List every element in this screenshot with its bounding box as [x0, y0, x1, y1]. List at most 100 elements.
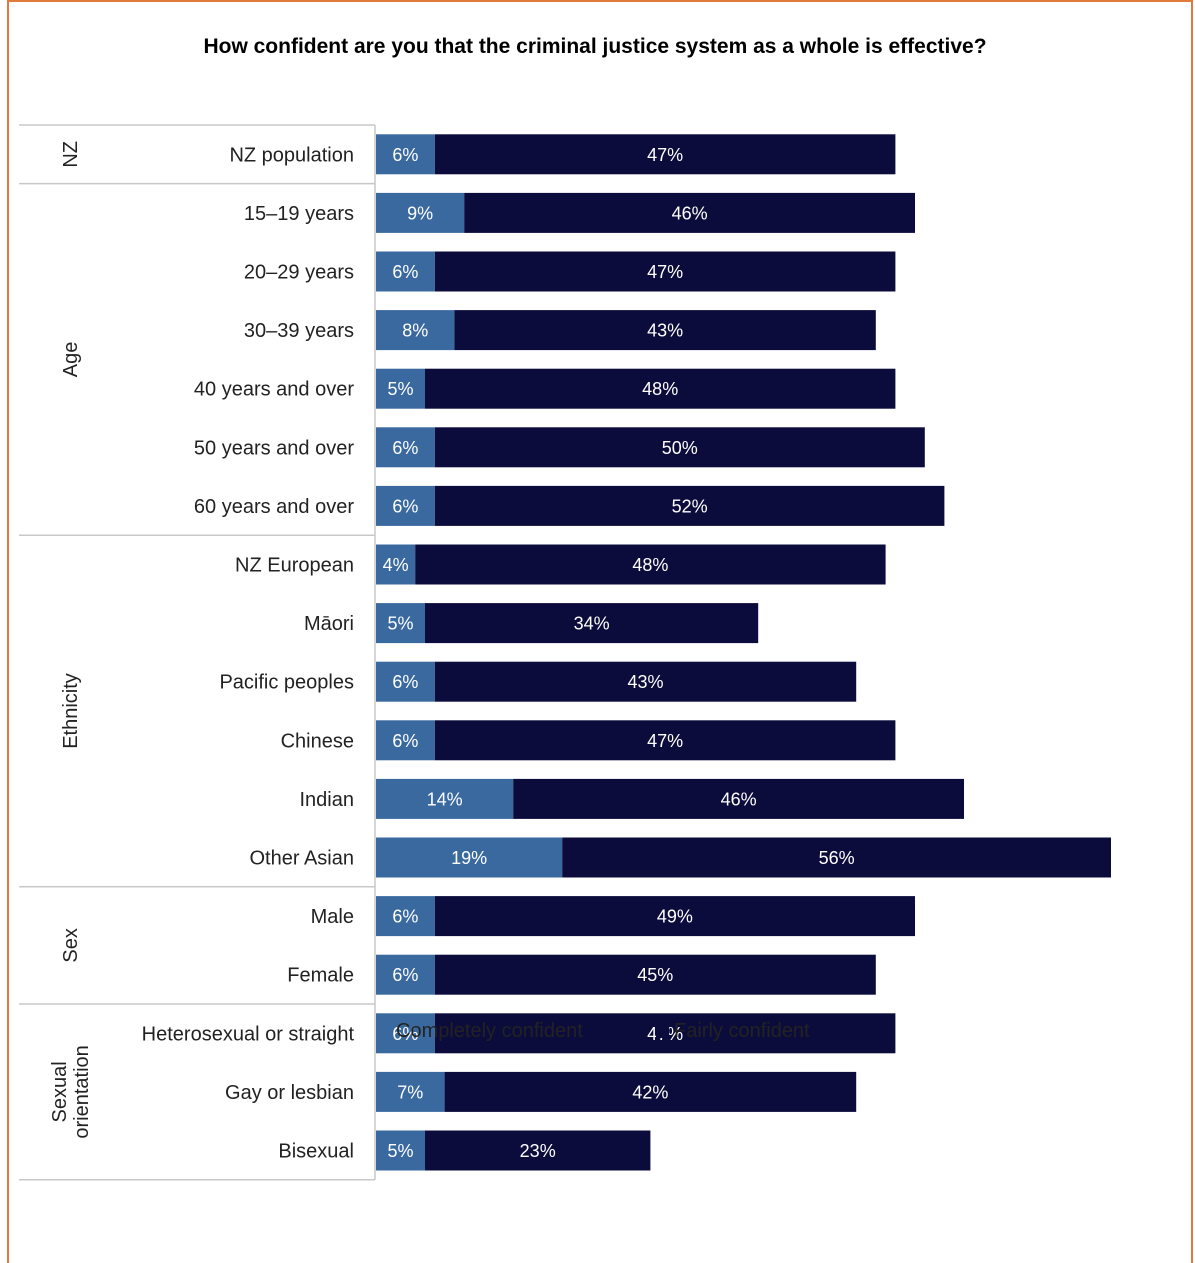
- data-label-fairly-confident-30-39-years: 43%: [647, 321, 683, 341]
- bar-completely-confident-15-19-years: [376, 192, 465, 233]
- category-label-pacific-peoples: Pacific peoples: [219, 672, 354, 694]
- category-label-50-years-and-over: 50 years and over: [194, 437, 354, 459]
- bar-fairly-confident-chinese: [434, 720, 896, 761]
- bar-fairly-confident-50-years-and-over: [434, 427, 925, 468]
- category-label-nz-population: NZ population: [229, 144, 354, 166]
- data-label-completely-confident-other-asian: 19%: [451, 848, 487, 868]
- bar-completely-confident-indian: [376, 778, 514, 819]
- bar-completely-confident-60-years-and-over: [376, 485, 435, 526]
- legend-swatch-completely-confident: [378, 1025, 391, 1038]
- legend-label-completely-confident: Completely confident: [396, 1020, 583, 1042]
- bar-fairly-confident-60-years-and-over: [434, 485, 945, 526]
- data-label-fairly-confident-50-years-and-over: 50%: [662, 438, 698, 458]
- bar-fairly-confident-20-29-years: [434, 251, 896, 292]
- bar-fairly-confident-30-39-years: [454, 310, 876, 351]
- bar-fairly-confident-male: [434, 896, 915, 937]
- data-label-completely-confident-male: 6%: [392, 907, 418, 927]
- legend-item-completely-confident: Completely confident: [378, 1020, 583, 1043]
- data-label-fairly-confident-15-19-years: 46%: [672, 203, 708, 223]
- bar-completely-confident-other-asian: [376, 837, 563, 878]
- bar-completely-confident-30-39-years: [376, 310, 455, 351]
- data-label-completely-confident-female: 6%: [392, 965, 418, 985]
- bar-fairly-confident-nz-population: [434, 134, 896, 175]
- data-label-completely-confident-pacific-peoples: 6%: [392, 672, 418, 692]
- data-label-fairly-confident-gay-or-lesbian: 42%: [632, 1082, 668, 1102]
- category-label-other-asian: Other Asian: [249, 848, 354, 870]
- bar-completely-confident-chinese: [376, 720, 435, 761]
- legend-label-fairly-confident: Fairly confident: [674, 1020, 810, 1042]
- data-label-fairly-confident-20-29-years: 47%: [647, 262, 683, 282]
- data-label-completely-confident-indian: 14%: [427, 789, 463, 809]
- data-label-fairly-confident-indian: 46%: [721, 789, 757, 809]
- legend-item-fairly-confident: Fairly confident: [656, 1020, 810, 1043]
- category-label-bisexual: Bisexual: [278, 1141, 354, 1163]
- data-label-completely-confident-bisexual: 5%: [387, 1141, 413, 1161]
- data-label-completely-confident-15-19-years: 9%: [407, 203, 433, 223]
- bar-completely-confident-20-29-years: [376, 251, 435, 292]
- chart-frame: [7, 0, 1193, 1263]
- data-label-completely-confident-maori: 5%: [387, 614, 413, 634]
- data-label-fairly-confident-nz-european: 48%: [632, 555, 668, 575]
- category-label-heterosexual-or-straight: Heterosexual or straight: [142, 1023, 355, 1045]
- chart-title: How confident are you that the criminal …: [203, 35, 987, 58]
- category-label-20-29-years: 20–29 years: [244, 262, 354, 284]
- chart-legend: Completely confident Fairly confident: [0, 1020, 1195, 1050]
- bar-completely-confident-bisexual: [376, 1130, 425, 1171]
- group-label-age: Age: [60, 342, 82, 378]
- bar-completely-confident-nz-european: [376, 544, 416, 585]
- data-label-completely-confident-40-years-and-over: 5%: [387, 379, 413, 399]
- bar-completely-confident-male: [376, 896, 435, 937]
- category-label-male: Male: [311, 906, 354, 928]
- bar-completely-confident-female: [376, 954, 435, 995]
- bar-fairly-confident-maori: [425, 603, 759, 644]
- bar-fairly-confident-gay-or-lesbian: [444, 1071, 857, 1112]
- legend-swatch-fairly-confident: [656, 1025, 669, 1038]
- bar-fairly-confident-15-19-years: [464, 192, 915, 233]
- group-label-ethnicity: Ethnicity: [60, 673, 82, 749]
- data-label-completely-confident-heterosexual-or-straight: 6%: [392, 1024, 418, 1044]
- data-label-fairly-confident-nz-population: 47%: [647, 145, 683, 165]
- bar-fairly-confident-nz-european: [415, 544, 886, 585]
- bar-completely-confident-nz-population: [376, 134, 435, 175]
- category-label-indian: Indian: [300, 789, 355, 811]
- category-label-chinese: Chinese: [281, 730, 354, 752]
- category-label-40-years-and-over: 40 years and over: [194, 379, 354, 401]
- category-label-gay-or-lesbian: Gay or lesbian: [225, 1082, 354, 1104]
- category-label-nz-european: NZ European: [235, 555, 354, 577]
- bar-completely-confident-pacific-peoples: [376, 661, 435, 702]
- data-label-fairly-confident-bisexual: 23%: [520, 1141, 556, 1161]
- data-label-fairly-confident-chinese: 47%: [647, 731, 683, 751]
- bar-fairly-confident-indian: [513, 778, 964, 819]
- group-label-nz: NZ: [60, 141, 82, 168]
- data-label-completely-confident-20-29-years: 6%: [392, 262, 418, 282]
- data-label-fairly-confident-40-years-and-over: 48%: [642, 379, 678, 399]
- bar-completely-confident-40-years-and-over: [376, 368, 425, 409]
- data-label-completely-confident-60-years-and-over: 6%: [392, 496, 418, 516]
- bar-completely-confident-gay-or-lesbian: [376, 1071, 445, 1112]
- category-label-15-19-years: 15–19 years: [244, 203, 354, 225]
- category-label-maori: Māori: [304, 613, 354, 635]
- bar-fairly-confident-pacific-peoples: [434, 661, 857, 702]
- data-label-completely-confident-chinese: 6%: [392, 731, 418, 751]
- data-label-fairly-confident-other-asian: 56%: [819, 848, 855, 868]
- category-label-30-39-years: 30–39 years: [244, 320, 354, 342]
- data-label-fairly-confident-maori: 34%: [574, 614, 610, 634]
- data-label-fairly-confident-male: 49%: [657, 907, 693, 927]
- data-label-completely-confident-nz-european: 4%: [383, 555, 409, 575]
- data-label-completely-confident-nz-population: 6%: [392, 145, 418, 165]
- category-label-female: Female: [287, 965, 354, 987]
- group-label-sex: Sex: [60, 928, 82, 962]
- category-label-60-years-and-over: 60 years and over: [194, 496, 354, 518]
- bar-completely-confident-50-years-and-over: [376, 427, 435, 468]
- data-label-fairly-confident-female: 45%: [637, 965, 673, 985]
- bar-fairly-confident-other-asian: [562, 837, 1111, 878]
- bar-fairly-confident-40-years-and-over: [425, 368, 896, 409]
- data-label-completely-confident-gay-or-lesbian: 7%: [397, 1082, 423, 1102]
- group-label-sexual-orientation: Sexualorientation: [49, 1045, 93, 1138]
- data-label-completely-confident-30-39-years: 8%: [402, 321, 428, 341]
- bar-completely-confident-maori: [376, 603, 425, 644]
- data-label-completely-confident-50-years-and-over: 6%: [392, 438, 418, 458]
- bar-fairly-confident-bisexual: [425, 1130, 651, 1171]
- bar-fairly-confident-female: [434, 954, 876, 995]
